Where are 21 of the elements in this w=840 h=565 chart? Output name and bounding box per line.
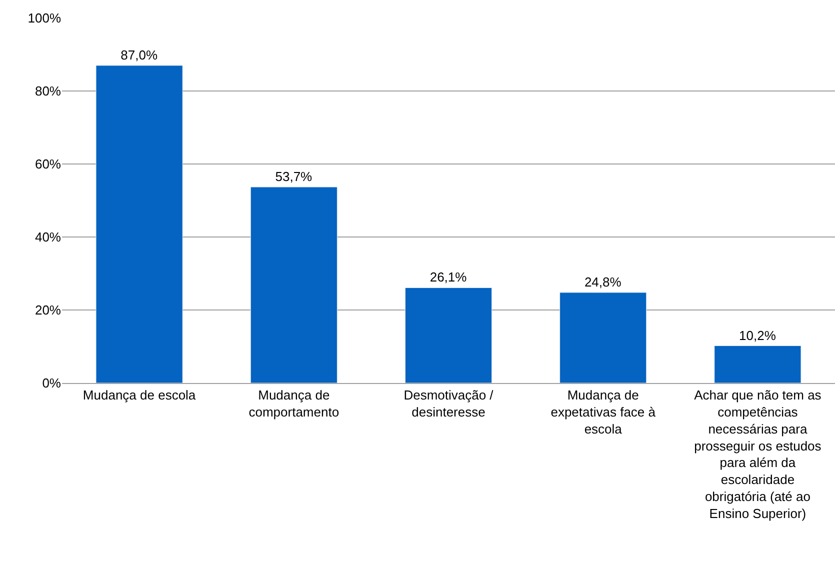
x-tick-label: Mudança de expetativas face à escola	[550, 388, 656, 436]
bar	[714, 346, 802, 383]
bar	[96, 65, 183, 383]
bar	[560, 292, 647, 383]
y-tick-label: 20%	[34, 302, 62, 318]
data-label: 26,1%	[430, 270, 468, 285]
data-label: 53,7%	[275, 169, 313, 184]
x-tick-label: Mudança de escola	[82, 388, 196, 403]
data-label: 87,0%	[120, 47, 158, 62]
x-tick-label: Mudança de comportamento	[248, 388, 340, 420]
x-tick-label: Achar que não tem as competências necessárias para prosseguir os estudos para além da escolaridade obrigatória (até ao Ensino Superior)	[694, 388, 822, 521]
data-label: 10,2%	[739, 328, 776, 343]
y-tick-label: 100%	[28, 10, 62, 26]
y-tick-label: 60%	[34, 156, 62, 172]
y-tick-label: 0%	[42, 376, 62, 391]
data-label: 24,8%	[584, 274, 622, 290]
y-tick-label: 40%	[34, 230, 62, 245]
x-tick-label: Desmotivação / desinteresse	[404, 388, 494, 420]
bar	[404, 287, 492, 383]
y-tick-label: 80%	[34, 84, 62, 99]
bar	[250, 186, 338, 383]
